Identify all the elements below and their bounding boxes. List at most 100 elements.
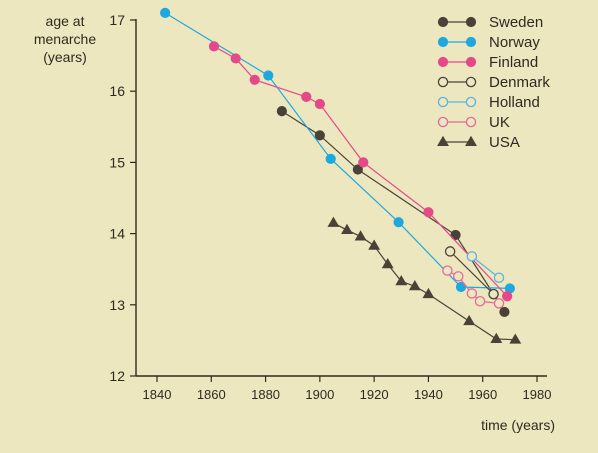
legend-label: Denmark	[489, 74, 550, 91]
y-axis-label-line-1: age at	[46, 13, 85, 29]
y-tick-label: 16	[109, 83, 125, 99]
x-tick-label: 1900	[305, 387, 334, 402]
legend-item-holland: Holland	[437, 94, 540, 111]
series-denmark	[444, 246, 499, 300]
legend-item-norway: Norway	[437, 34, 540, 51]
legend-holland-point	[465, 96, 477, 108]
legend-uk-point	[465, 116, 477, 128]
denmark-line	[449, 250, 494, 295]
usa-point	[422, 287, 435, 299]
sweden-point	[450, 229, 461, 241]
legend: Sweden Norway Finland Denmark Holland UK USA	[437, 14, 550, 151]
denmark-point	[488, 288, 499, 300]
legend-denmark-point	[437, 76, 449, 88]
series-finland	[208, 41, 513, 302]
holland-point	[466, 251, 478, 262]
uk-point	[442, 265, 453, 276]
usa-point	[395, 275, 408, 286]
norway-point	[393, 217, 404, 228]
usa-point	[354, 230, 367, 241]
legend-finland-point	[437, 56, 449, 68]
finland-point	[314, 98, 325, 110]
usa-point	[408, 280, 421, 291]
legend-norway-point	[465, 36, 477, 48]
axes-layer	[135, 19, 547, 377]
y-tick-label: 15	[109, 154, 125, 170]
y-axis-label: age at menarche (years)	[34, 13, 96, 65]
finland-point	[249, 74, 260, 85]
x-tick-label: 1860	[197, 387, 226, 402]
norway-line	[164, 12, 510, 290]
legend-denmark-point	[465, 76, 477, 88]
x-ticks: 1840 1860 1880 1900 1920 1940 1960 1980	[143, 376, 552, 402]
y-axis-label-line-2: menarche	[34, 31, 96, 47]
legend-label: Finland	[489, 54, 538, 71]
finland-point	[502, 291, 513, 302]
sweden-point	[276, 106, 287, 117]
series-usa	[327, 216, 522, 344]
y-tick-label: 17	[109, 12, 125, 28]
y-tick-label: 14	[109, 226, 125, 242]
legend-sweden-point	[437, 16, 449, 28]
series-holland	[466, 251, 505, 283]
legend-usa-point	[465, 135, 477, 146]
legend-item-usa: USA	[437, 134, 520, 151]
legend-label: USA	[489, 134, 520, 151]
series-layer	[160, 7, 522, 344]
y-tick-label: 12	[109, 368, 125, 384]
y-axis-label-line-3: (years)	[43, 49, 87, 65]
legend-sweden-point	[465, 16, 477, 28]
finland-point	[301, 91, 312, 102]
usa-point	[463, 314, 476, 326]
holland-line	[471, 255, 500, 279]
sweden-point	[499, 306, 510, 318]
uk-point	[453, 271, 464, 282]
legend-label: Norway	[489, 34, 540, 51]
legend-holland-point	[437, 96, 449, 108]
usa-point	[327, 216, 340, 227]
holland-point	[493, 272, 505, 283]
usa-point	[381, 257, 394, 269]
usa-point	[490, 332, 503, 343]
finland-point	[230, 53, 241, 64]
x-tick-label: 1920	[360, 387, 389, 402]
legend-uk-point	[437, 116, 449, 128]
legend-label: Holland	[489, 94, 540, 111]
usa-point	[368, 239, 381, 250]
legend-usa-point	[437, 135, 449, 146]
x-tick-label: 1980	[523, 387, 552, 402]
uk-point	[493, 298, 505, 309]
legend-item-denmark: Denmark	[437, 74, 550, 91]
uk-point	[474, 295, 486, 307]
norway-point	[325, 153, 336, 164]
y-ticks: 12 13 14 15 16 17	[109, 12, 136, 384]
legend-label: Sweden	[489, 14, 543, 31]
usa-point	[509, 333, 522, 344]
x-tick-label: 1960	[468, 387, 497, 402]
y-tick-label: 13	[109, 297, 125, 313]
legend-norway-point	[437, 36, 449, 48]
x-tick-label: 1880	[251, 387, 280, 402]
norway-point	[160, 7, 171, 18]
finland-point	[358, 157, 369, 168]
uk-point	[466, 288, 478, 299]
legend-item-finland: Finland	[437, 54, 538, 71]
legend-item-uk: UK	[437, 114, 510, 131]
norway-point	[263, 70, 274, 81]
finland-point	[208, 41, 220, 52]
finland-point	[423, 207, 434, 218]
usa-point	[341, 223, 353, 235]
series-sweden	[276, 106, 510, 318]
legend-label: UK	[489, 114, 510, 131]
x-tick-label: 1940	[414, 387, 443, 402]
x-axis-label: time (years)	[481, 417, 555, 433]
x-tick-label: 1840	[143, 387, 172, 402]
legend-item-sweden: Sweden	[437, 14, 543, 31]
legend-finland-point	[465, 56, 477, 68]
norway-point	[455, 281, 467, 293]
sweden-point	[314, 130, 325, 141]
denmark-point	[444, 246, 456, 257]
series-uk	[442, 265, 505, 309]
sweden-point	[352, 164, 363, 175]
